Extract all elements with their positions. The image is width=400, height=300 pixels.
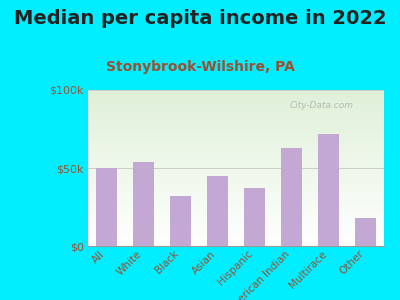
Bar [170, 196, 191, 246]
Bar [207, 176, 228, 246]
Bar [133, 162, 154, 246]
Text: Median per capita income in 2022: Median per capita income in 2022 [14, 9, 386, 28]
Bar [281, 148, 302, 246]
Text: City-Data.com: City-Data.com [289, 101, 353, 110]
Bar [318, 134, 339, 246]
Bar [96, 168, 117, 246]
Bar [244, 188, 265, 246]
Text: Stonybrook-Wilshire, PA: Stonybrook-Wilshire, PA [106, 60, 294, 74]
Bar [355, 218, 376, 246]
